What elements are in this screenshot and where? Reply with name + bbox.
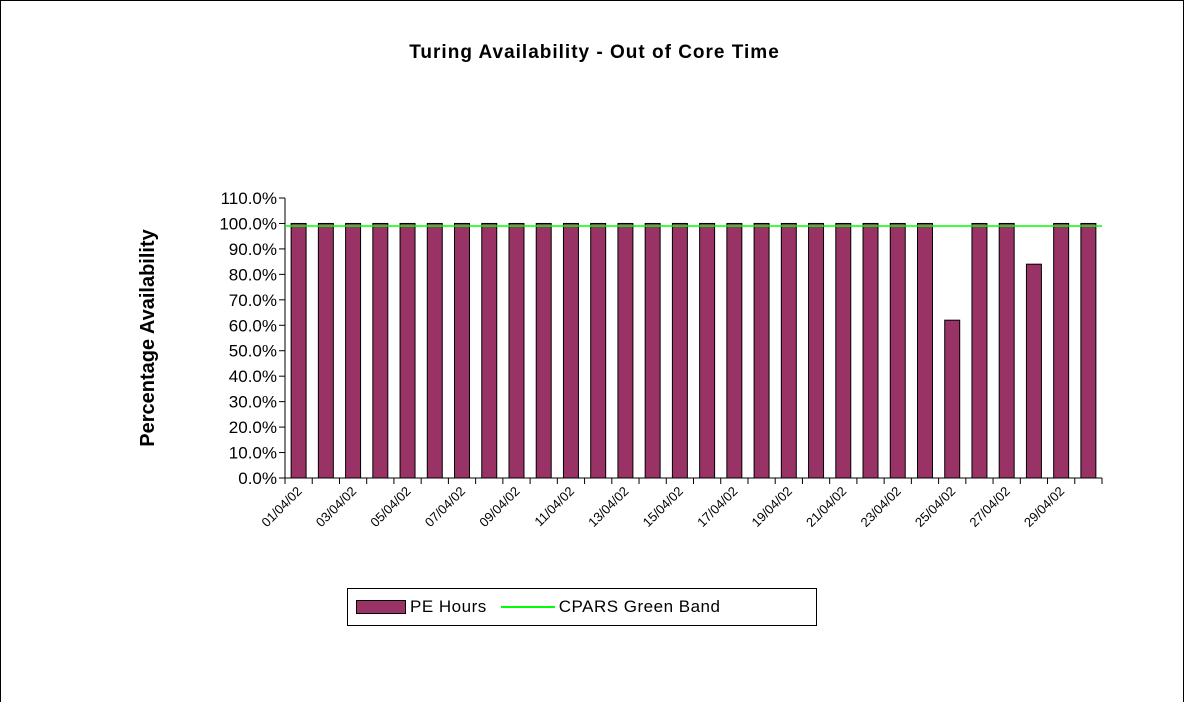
x-tick-label: 05/04/02 <box>367 484 413 530</box>
bar <box>1025 263 1042 479</box>
x-tick-label: 13/04/02 <box>585 484 631 530</box>
x-tick-label: 19/04/02 <box>749 484 795 530</box>
legend-item-pe-hours: PE Hours <box>356 597 487 617</box>
bar <box>317 222 334 479</box>
bar <box>916 222 933 479</box>
bar <box>944 319 961 479</box>
legend: PE Hours CPARS Green Band <box>347 588 817 626</box>
x-tick-label: 03/04/02 <box>313 484 359 530</box>
bar <box>862 222 879 479</box>
x-tick-label: 21/04/02 <box>803 484 849 530</box>
x-tick-label: 29/04/02 <box>1021 484 1067 530</box>
bar <box>971 222 988 479</box>
x-tick-label: 01/04/02 <box>258 484 304 530</box>
legend-label-cpars-green-band: CPARS Green Band <box>558 597 721 616</box>
bar <box>426 222 443 479</box>
y-tick-label: 90.0% <box>229 240 277 259</box>
bar <box>399 222 416 479</box>
x-tick-label: 27/04/02 <box>966 484 1012 530</box>
y-tick-label: 60.0% <box>229 316 277 335</box>
bar <box>1053 222 1070 479</box>
y-tick-label: 50.0% <box>229 342 277 361</box>
x-tick-label: 25/04/02 <box>912 484 958 530</box>
bar <box>562 222 579 479</box>
bar <box>889 222 906 479</box>
y-tick-label: 40.0% <box>229 367 277 386</box>
bar <box>345 222 362 479</box>
bar <box>590 222 607 479</box>
y-tick-label: 0.0% <box>238 469 277 488</box>
bar <box>644 222 661 479</box>
bar <box>726 222 743 479</box>
x-tick-label: 17/04/02 <box>694 484 740 530</box>
bar <box>372 222 389 479</box>
bar <box>780 222 797 479</box>
bar <box>481 222 498 479</box>
x-tick-label: 11/04/02 <box>531 484 577 530</box>
bar <box>699 222 716 479</box>
y-tick-label: 80.0% <box>229 265 277 284</box>
y-tick-label: 100.0% <box>219 214 277 233</box>
legend-item-cpars-green-band: CPARS Green Band <box>487 597 721 617</box>
chart-title: Turing Availability - Out of Core Time <box>409 42 780 63</box>
x-tick-label: 07/04/02 <box>422 484 468 530</box>
y-axis-title: Percentage Availability <box>137 228 159 446</box>
legend-swatch-bar <box>356 600 406 614</box>
y-tick-label: 70.0% <box>229 291 277 310</box>
bar <box>508 222 525 479</box>
x-tick-label: 23/04/02 <box>857 484 903 530</box>
bar <box>617 222 634 479</box>
y-tick-label: 20.0% <box>229 418 277 437</box>
y-tick-label: 110.0% <box>221 189 277 208</box>
bar <box>290 222 307 479</box>
y-tick-label: 10.0% <box>229 444 277 463</box>
bar <box>835 222 852 479</box>
bar <box>671 222 688 479</box>
bar <box>454 222 471 479</box>
x-tick-label: 15/04/02 <box>640 484 686 530</box>
y-tick-label: 30.0% <box>229 393 277 412</box>
bar <box>998 222 1015 479</box>
bar <box>808 222 825 479</box>
legend-swatch-line <box>500 606 555 608</box>
bar <box>535 222 552 479</box>
bar <box>753 222 770 479</box>
bar <box>1080 222 1097 479</box>
legend-label-pe-hours: PE Hours <box>410 597 487 616</box>
x-tick-label: 09/04/02 <box>476 484 522 530</box>
